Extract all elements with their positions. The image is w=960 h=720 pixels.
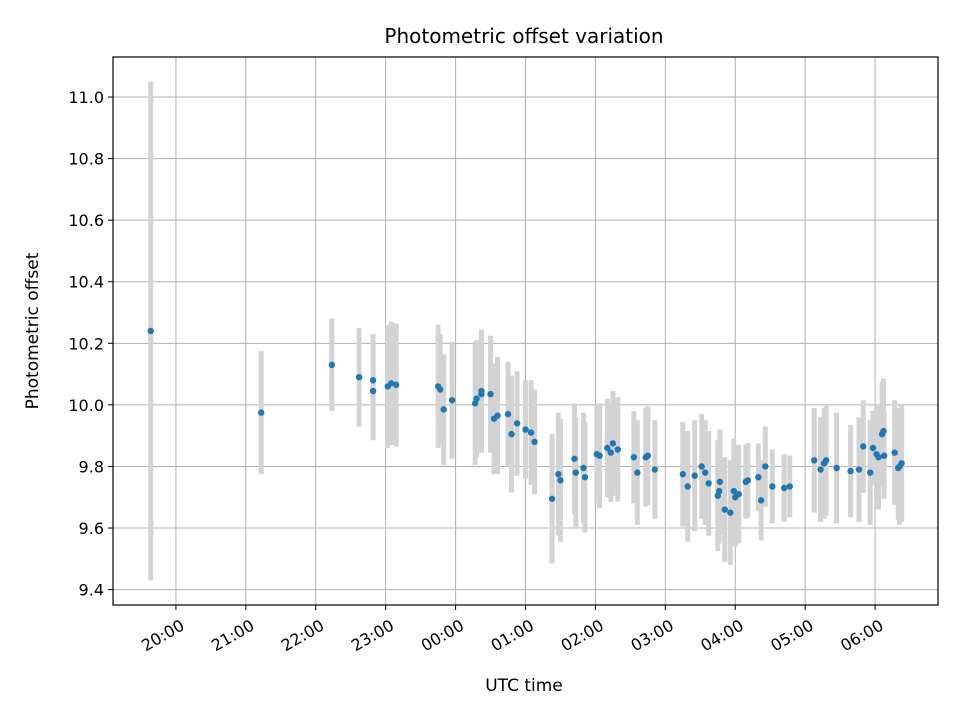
- data-point: [494, 412, 501, 419]
- y-tick-label: 10.0: [68, 396, 104, 415]
- data-point: [898, 460, 905, 467]
- data-point: [891, 449, 898, 456]
- data-point: [147, 327, 154, 335]
- data-point: [487, 390, 494, 398]
- data-point: [866, 469, 874, 476]
- data-point: [609, 440, 617, 447]
- x-axis-title: UTC time: [485, 676, 563, 696]
- data-point: [607, 449, 614, 456]
- data-point: [572, 469, 580, 476]
- data-point: [437, 386, 444, 393]
- y-tick-label: 9.6: [79, 519, 104, 538]
- y-axis-title: Photometric offset: [23, 252, 43, 409]
- y-axis-ticks: 9.4 9.6 9.8 10.0 10.2 10.4 10.6 10.8 11.0: [68, 88, 113, 600]
- data-point: [811, 457, 818, 464]
- grid: [113, 57, 938, 605]
- y-tick-label: 10.2: [68, 334, 104, 353]
- data-point: [859, 443, 867, 450]
- data-point: [513, 420, 521, 427]
- data-point: [880, 427, 887, 435]
- y-tick-label: 9.8: [79, 457, 104, 476]
- data-point: [630, 454, 638, 461]
- data-point: [691, 472, 698, 479]
- data-point: [478, 387, 485, 395]
- y-tick-label: 10.4: [68, 273, 104, 292]
- data-point: [581, 474, 589, 481]
- data-point: [392, 381, 400, 389]
- data-point: [727, 509, 734, 516]
- data-point: [651, 466, 659, 473]
- data-point: [780, 484, 788, 492]
- data-point: [721, 506, 728, 513]
- data-point: [698, 463, 705, 470]
- data-point: [786, 483, 793, 490]
- data-point: [679, 470, 687, 478]
- y-tick-label: 11.0: [68, 88, 104, 107]
- data-point: [614, 446, 621, 453]
- data-points: [147, 327, 905, 516]
- data-point: [580, 464, 587, 472]
- chart-title: Photometric offset variation: [384, 24, 663, 48]
- data-point: [504, 410, 512, 418]
- data-point: [531, 438, 538, 446]
- data-point: [473, 395, 480, 402]
- y-tick-label: 9.4: [79, 581, 104, 600]
- data-point: [833, 464, 840, 472]
- data-point: [634, 469, 641, 476]
- data-point: [730, 487, 738, 495]
- data-point: [847, 467, 854, 475]
- data-point: [548, 495, 556, 502]
- y-tick-label: 10.6: [68, 211, 104, 230]
- y-tick-label: 10.8: [68, 150, 104, 169]
- data-point: [716, 478, 724, 486]
- data-point: [369, 387, 377, 395]
- data-point: [522, 426, 529, 433]
- data-point: [869, 444, 877, 452]
- data-point: [817, 466, 824, 473]
- data-point: [855, 466, 863, 473]
- data-point: [555, 470, 562, 478]
- data-point: [705, 480, 712, 487]
- data-point: [527, 429, 535, 436]
- data-point: [757, 497, 765, 504]
- data-point: [684, 483, 691, 490]
- data-point: [744, 477, 752, 484]
- data-point: [604, 444, 611, 452]
- data-point: [448, 397, 456, 404]
- data-point: [557, 477, 564, 484]
- data-point: [571, 455, 578, 462]
- data-point: [715, 487, 723, 495]
- data-point: [644, 452, 652, 459]
- data-point: [880, 452, 888, 459]
- data-point: [762, 463, 769, 470]
- data-point: [755, 474, 762, 481]
- data-point: [388, 380, 395, 387]
- data-point: [508, 430, 515, 438]
- data-point: [875, 454, 882, 461]
- data-point: [328, 361, 336, 369]
- data-point: [440, 406, 447, 413]
- data-point: [769, 483, 776, 490]
- data-point: [701, 469, 709, 476]
- data-point: [369, 377, 377, 384]
- data-point: [258, 409, 265, 416]
- data-point: [735, 490, 742, 498]
- data-point: [596, 452, 603, 459]
- data-point: [822, 457, 830, 464]
- data-point: [355, 373, 363, 381]
